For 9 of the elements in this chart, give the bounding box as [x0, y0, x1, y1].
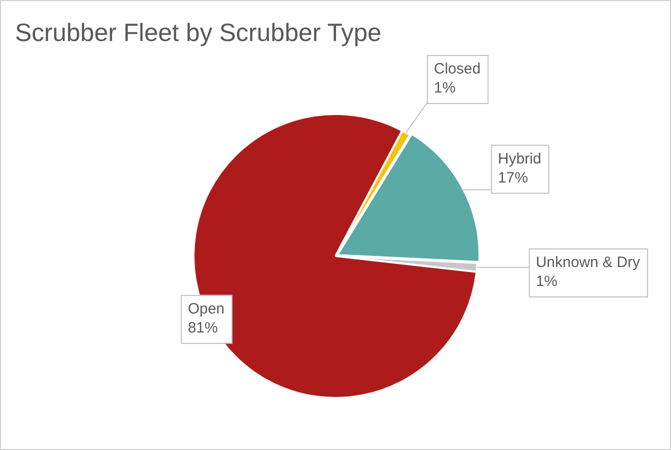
- slice-label: Unknown & Dry: [536, 254, 641, 271]
- data-label: 1%: [434, 80, 456, 97]
- data-label: 17%: [498, 169, 528, 186]
- data-label: 81%: [188, 320, 218, 337]
- slice-label: Closed: [434, 60, 481, 78]
- chart-title: Scrubber Fleet by Scrubber Type: [15, 19, 382, 48]
- slice-label: Hybrid: [498, 150, 542, 168]
- slice-label: Open: [188, 300, 225, 318]
- data-label: 1%: [536, 273, 558, 290]
